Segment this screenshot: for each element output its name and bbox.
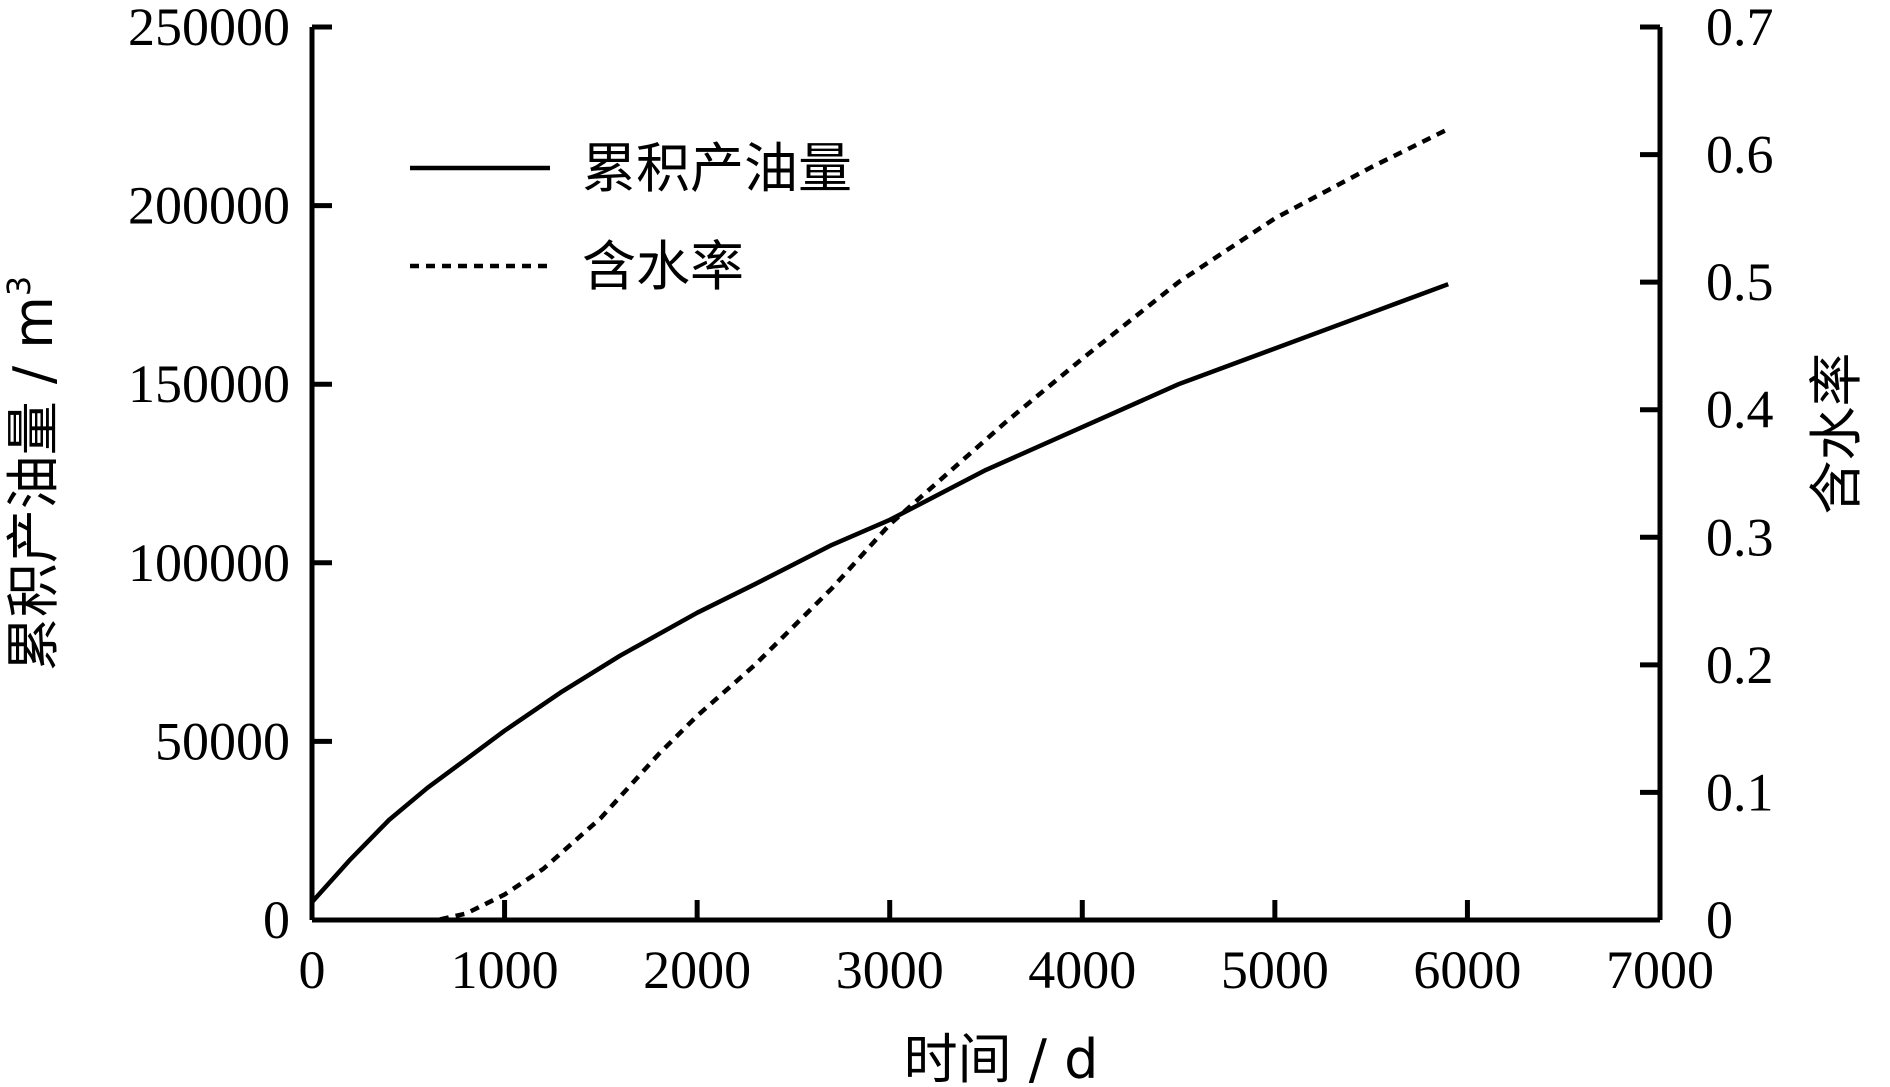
axes-group — [309, 27, 1663, 923]
y-right-axis-title: 含水率 — [1805, 353, 1868, 515]
y-left-tick-label: 150000 — [128, 354, 290, 414]
y-left-tick-label: 0 — [263, 890, 290, 950]
legend-label-cumulative-oil: 累积产油量 — [582, 137, 852, 200]
y-left-tick-label: 100000 — [128, 533, 290, 593]
legend-label-water-cut: 含水率 — [582, 235, 744, 298]
axis-titles: 时间 / d 累积产油量 / m3 含水率 — [0, 276, 1868, 1087]
y-left-axis-title: 累积产油量 / m3 — [0, 276, 65, 672]
water-cut-line — [312, 127, 1450, 923]
ticks-group: 0 1000 2000 3000 4000 5000 6000 700005000010000… — [128, 0, 1774, 1000]
x-axis-title: 时间 / d — [904, 1028, 1099, 1087]
y-right-tick-label: 0 — [1706, 890, 1733, 950]
y-left-tick-label: 50000 — [155, 711, 290, 771]
x-tick-label: 0 — [299, 940, 326, 1000]
y-right-tick-label: 0.4 — [1706, 380, 1774, 440]
x-tick-label: 3000 — [836, 940, 944, 1000]
y-left-axis-title-superscript: 3 — [0, 276, 38, 296]
y-left-tick-label: 250000 — [128, 0, 290, 57]
y-right-tick-label: 0.5 — [1706, 252, 1774, 312]
y-right-tick-label: 0.2 — [1706, 635, 1774, 695]
x-tick-label: 6000 — [1413, 940, 1521, 1000]
x-tick-label: 2000 — [643, 940, 751, 1000]
y-right-tick-label: 0.6 — [1706, 125, 1774, 185]
series-group — [310, 127, 1450, 923]
y-left-tick-label: 200000 — [128, 176, 290, 236]
cumulative-oil-line — [310, 282, 1449, 904]
y-right-tick-label: 0.1 — [1706, 762, 1774, 822]
x-tick-label: 4000 — [1028, 940, 1136, 1000]
y-right-tick-label: 0.7 — [1706, 0, 1774, 57]
x-tick-label: 7000 — [1606, 940, 1714, 1000]
y-right-tick-label: 0.3 — [1706, 507, 1774, 567]
x-tick-label: 1000 — [451, 940, 559, 1000]
x-tick-label: 5000 — [1221, 940, 1329, 1000]
